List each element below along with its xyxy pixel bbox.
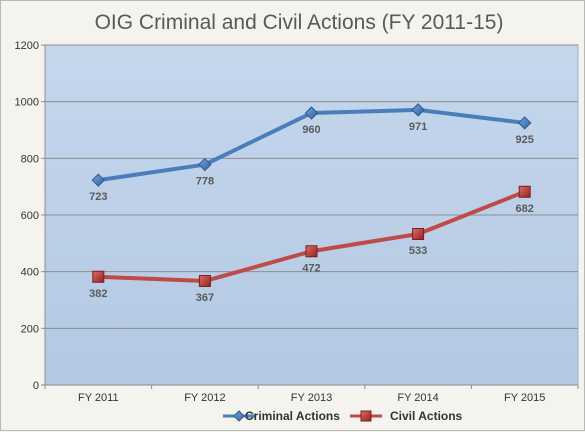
- x-tick-label: FY 2012: [184, 392, 225, 404]
- x-tick-label: FY 2015: [504, 392, 545, 404]
- data-label: 472: [302, 262, 320, 274]
- data-point: [92, 270, 105, 283]
- legend-label: Criminal Actions: [245, 409, 340, 423]
- data-point: [411, 103, 425, 117]
- y-tick-label: 200: [21, 323, 39, 335]
- data-point: [517, 116, 532, 130]
- x-tick-label: FY 2011: [78, 392, 119, 404]
- legend-marker: [360, 410, 372, 422]
- series-criminal-actions: 723 778 960 971 925: [89, 103, 534, 203]
- legend-item: Criminal Actions: [223, 409, 340, 423]
- series-civil-actions: 382 367 472 533 682: [89, 185, 534, 304]
- y-tick-label: 1000: [15, 97, 39, 109]
- data-label: 925: [516, 134, 534, 146]
- data-label: 533: [409, 245, 427, 257]
- gridlines: [45, 44, 578, 386]
- data-point: [198, 275, 211, 288]
- legend: Criminal Actions Civil Actions: [223, 409, 463, 423]
- series-group: 723 778 960 971 925 382 367 472 533 682: [89, 103, 534, 304]
- data-label: 971: [409, 121, 427, 133]
- legend-item: Civil Actions: [350, 409, 463, 423]
- y-tick-label: 0: [33, 380, 39, 392]
- data-label: 367: [196, 292, 214, 304]
- data-point: [304, 106, 319, 120]
- legend-marker: [233, 410, 245, 422]
- data-point: [305, 245, 318, 258]
- data-label: 682: [516, 203, 534, 215]
- data-label: 723: [89, 191, 107, 203]
- legend-label: Civil Actions: [390, 409, 463, 423]
- y-tick-label: 800: [21, 153, 39, 165]
- y-tick-label: 1200: [15, 40, 39, 52]
- x-tick-label: FY 2013: [291, 392, 332, 404]
- x-tick-label: FY 2014: [397, 392, 438, 404]
- y-axis-ticks: 0 200 400 600 800 1000 1200: [15, 40, 46, 392]
- data-point: [518, 185, 531, 198]
- chart-title: OIG Criminal and Civil Actions (FY 2011-…: [95, 11, 504, 34]
- y-tick-label: 400: [21, 267, 39, 279]
- data-label: 778: [196, 176, 214, 188]
- x-axis-ticks: FY 2011 FY 2012 FY 2013 FY 2014 FY 2015: [44, 385, 579, 404]
- data-label: 960: [302, 124, 320, 136]
- y-tick-label: 600: [21, 210, 39, 222]
- data-point: [198, 157, 212, 172]
- data-point: [91, 173, 106, 187]
- data-point: [412, 227, 425, 240]
- data-label: 382: [89, 288, 107, 300]
